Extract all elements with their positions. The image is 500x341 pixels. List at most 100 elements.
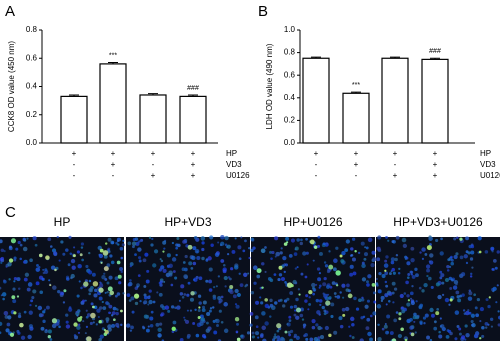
stained-cell bbox=[479, 337, 482, 340]
nucleus bbox=[465, 332, 470, 338]
nucleus bbox=[280, 247, 283, 250]
stained-cell bbox=[79, 253, 83, 257]
micrograph bbox=[125, 234, 251, 341]
nucleus bbox=[208, 279, 213, 284]
nucleus bbox=[213, 330, 218, 335]
nucleus bbox=[406, 276, 410, 279]
nucleus bbox=[156, 291, 159, 294]
nucleus bbox=[341, 307, 346, 312]
nucleus bbox=[384, 259, 388, 263]
nucleus bbox=[195, 333, 200, 338]
nucleus bbox=[102, 306, 107, 311]
nucleus bbox=[128, 299, 132, 302]
nucleus bbox=[380, 295, 385, 300]
nucleus bbox=[273, 335, 277, 340]
nucleus bbox=[73, 246, 76, 249]
nucleus bbox=[35, 267, 41, 272]
nucleus bbox=[328, 296, 332, 300]
nucleus bbox=[135, 241, 140, 246]
nucleus bbox=[385, 303, 388, 306]
nucleus bbox=[23, 239, 27, 242]
nucleus bbox=[179, 337, 184, 341]
nucleus bbox=[138, 256, 142, 260]
nucleus bbox=[164, 305, 170, 310]
stained-cell bbox=[38, 253, 43, 258]
nucleus bbox=[152, 263, 157, 268]
nucleus bbox=[108, 275, 113, 280]
nucleus bbox=[129, 279, 132, 282]
stained-cell bbox=[47, 335, 51, 339]
nucleus bbox=[264, 303, 270, 309]
nucleus bbox=[334, 295, 337, 298]
nucleus bbox=[463, 312, 467, 315]
treatment-sign: + bbox=[111, 149, 116, 158]
nucleus bbox=[207, 256, 212, 261]
nucleus bbox=[120, 323, 123, 327]
nucleus bbox=[0, 248, 5, 253]
nucleus bbox=[67, 263, 71, 267]
nucleus bbox=[437, 294, 442, 300]
treatment-sign: - bbox=[73, 171, 76, 180]
nucleus bbox=[296, 266, 299, 269]
nucleus bbox=[43, 308, 47, 311]
nucleus bbox=[363, 252, 369, 257]
stained-cell bbox=[398, 317, 402, 321]
nucleus bbox=[414, 267, 418, 272]
nucleus bbox=[336, 295, 341, 299]
nucleus bbox=[0, 239, 3, 244]
nucleus bbox=[330, 314, 334, 319]
nucleus bbox=[201, 256, 205, 261]
nucleus bbox=[456, 295, 460, 299]
nucleus bbox=[278, 273, 283, 277]
nucleus bbox=[391, 291, 395, 295]
nucleus bbox=[183, 293, 187, 296]
nucleus bbox=[224, 243, 228, 247]
stained-cell bbox=[229, 285, 234, 290]
nucleus bbox=[324, 325, 329, 331]
stained-cell bbox=[107, 286, 113, 292]
nucleus bbox=[155, 322, 160, 327]
stained-cell bbox=[92, 281, 99, 287]
nucleus bbox=[145, 279, 150, 284]
nucleus bbox=[231, 249, 236, 254]
nucleus bbox=[411, 275, 416, 279]
bar bbox=[302, 57, 330, 144]
y-tick-label: 0.6 bbox=[26, 53, 38, 62]
nucleus bbox=[106, 263, 111, 268]
nucleus bbox=[341, 250, 346, 256]
nucleus bbox=[394, 257, 398, 262]
significance: ### bbox=[429, 48, 441, 55]
nucleus bbox=[160, 265, 165, 270]
nucleus bbox=[270, 257, 273, 260]
nucleus bbox=[289, 305, 294, 309]
nucleus bbox=[49, 338, 53, 341]
nucleus bbox=[195, 275, 199, 279]
nucleus bbox=[106, 281, 110, 285]
nucleus bbox=[23, 310, 27, 314]
nucleus bbox=[283, 299, 288, 303]
nucleus bbox=[244, 239, 247, 243]
nucleus bbox=[255, 325, 259, 329]
nucleus bbox=[250, 248, 254, 253]
nucleus bbox=[65, 320, 69, 324]
nucleus bbox=[276, 335, 281, 340]
nucleus bbox=[446, 269, 450, 272]
nucleus bbox=[3, 310, 9, 316]
nucleus bbox=[137, 274, 141, 278]
nucleus bbox=[56, 235, 59, 239]
nucleus bbox=[341, 283, 346, 288]
nucleus bbox=[296, 238, 300, 242]
y-tick-label: 0.8 bbox=[284, 48, 296, 57]
stained-cell bbox=[116, 260, 121, 265]
stained-cell bbox=[283, 242, 288, 246]
nucleus bbox=[477, 236, 482, 241]
nucleus bbox=[253, 281, 257, 285]
nucleus bbox=[222, 269, 227, 274]
nucleus bbox=[426, 335, 431, 340]
nucleus bbox=[439, 276, 443, 280]
nucleus bbox=[444, 277, 449, 282]
nucleus bbox=[323, 312, 327, 316]
nucleus bbox=[367, 237, 373, 243]
nucleus bbox=[269, 298, 273, 303]
nucleus bbox=[441, 293, 445, 297]
